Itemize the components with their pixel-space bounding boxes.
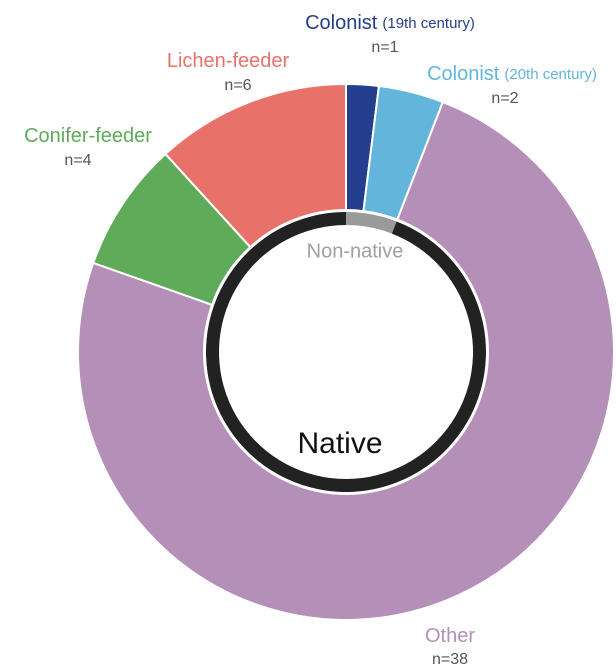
category-name: Other [425, 625, 475, 647]
category-label: Colonist (19th century) [305, 12, 475, 34]
category-name: Colonist [305, 12, 378, 34]
value-label: n=2 [491, 90, 518, 107]
category-label: Other [425, 625, 475, 647]
category-label: Conifer-feeder [24, 125, 152, 147]
segment [164, 82, 347, 249]
value-label: n=6 [224, 77, 251, 94]
inner-label: Non-native [307, 240, 404, 262]
inner-label: Native [297, 427, 382, 460]
category-label: Lichen-feeder [167, 50, 290, 72]
category-name: Conifer-feeder [24, 125, 152, 147]
value-label: n=1 [371, 39, 398, 56]
category-qualifier: (19th century) [382, 15, 475, 32]
segment [346, 212, 397, 234]
category-qualifier: (20th century) [504, 66, 597, 83]
category-label: Colonist (20th century) [427, 63, 597, 85]
category-name: Lichen-feeder [167, 50, 290, 72]
value-label: n=38 [432, 651, 468, 668]
segment [77, 100, 615, 621]
category-name: Colonist [427, 63, 500, 85]
value-label: n=4 [64, 152, 91, 169]
